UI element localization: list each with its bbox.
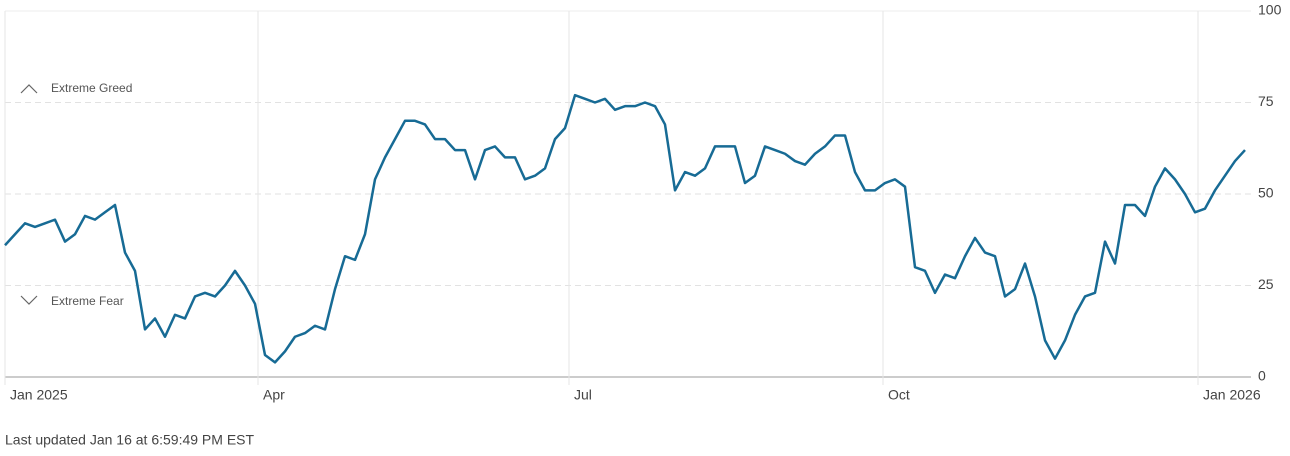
line bbox=[4, 93, 1246, 364]
x-tick-label: Oct bbox=[888, 387, 910, 403]
x-tick-label: Apr bbox=[263, 387, 285, 403]
footnote: Last updated Jan 16 at 6:59:49 PM EST bbox=[5, 432, 255, 448]
x-tick-label: Jan 2025 bbox=[10, 387, 68, 403]
annotation: Extreme Greed bbox=[51, 81, 132, 95]
y-tick-label: 75 bbox=[1258, 93, 1274, 109]
y-tick-label: 0 bbox=[1258, 368, 1266, 384]
y-tick-label: 100 bbox=[1258, 2, 1282, 18]
fear-chevron bbox=[20, 295, 38, 305]
annotation: Extreme Fear bbox=[51, 294, 124, 308]
x-tick-label: Jan 2026 bbox=[1203, 387, 1261, 403]
y-tick-label: 25 bbox=[1258, 276, 1274, 292]
greed-chevron bbox=[20, 84, 38, 94]
x-tick-label: Jul bbox=[574, 387, 592, 403]
y-tick-label: 50 bbox=[1258, 185, 1274, 201]
